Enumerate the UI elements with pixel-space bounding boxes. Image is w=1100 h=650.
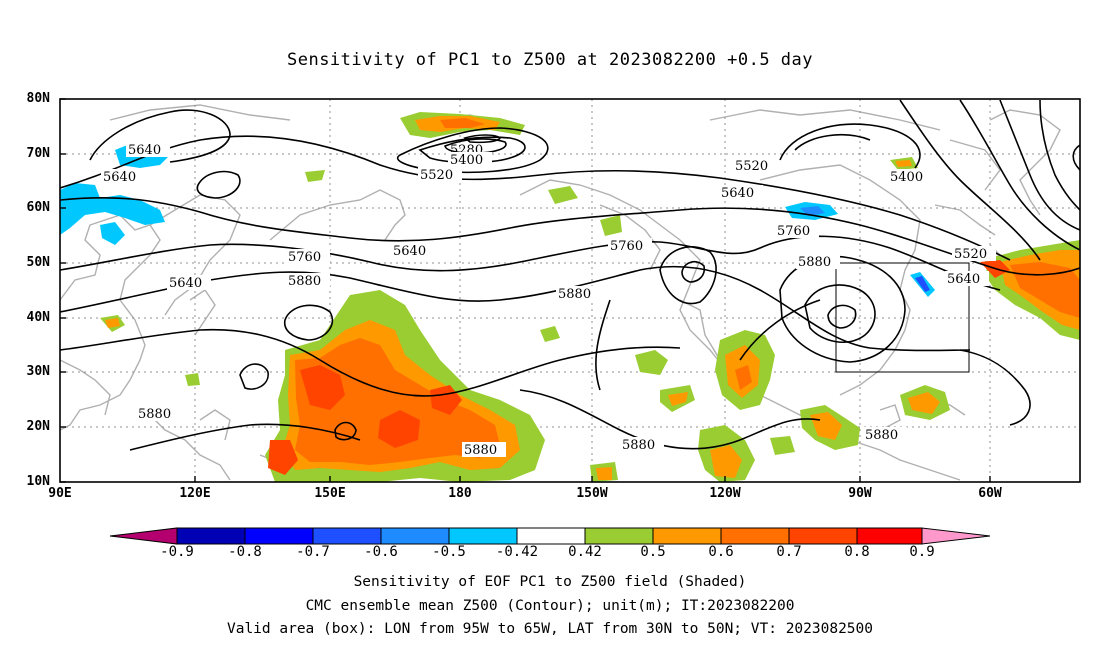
contour-label: 5400	[890, 170, 923, 185]
lat-label: 30N	[26, 364, 50, 379]
contour-label: 5640	[721, 186, 754, 201]
contour-label: 5880	[138, 407, 171, 422]
contour-label: 5760	[610, 239, 643, 254]
colorbar-segment	[856, 527, 923, 545]
contour-label: 5880	[865, 428, 898, 443]
contour-label: 5880	[622, 438, 655, 453]
lat-label: 40N	[26, 310, 50, 325]
colorbar-label: 0.8	[844, 544, 870, 560]
contour-label: 5520	[735, 159, 768, 174]
colorbar	[109, 527, 991, 545]
lat-label: 70N	[26, 146, 50, 161]
map-title: Sensitivity of PC1 to Z500 at 2023082200…	[286, 50, 813, 70]
contour-label: 5640	[393, 244, 426, 259]
contour-labels: 5640 5640 5280 5400 5520 5520 5400 5640 …	[101, 142, 996, 458]
caption-line: CMC ensemble mean Z500 (Contour); unit(m…	[305, 598, 795, 614]
lon-label: 150W	[576, 486, 608, 501]
colorbar-label: -0.7	[296, 544, 330, 560]
contour-label: 5640	[103, 170, 136, 185]
contour-label: 5640	[128, 143, 161, 158]
colorbar-segment	[652, 527, 722, 545]
colorbar-label: 0.5	[640, 544, 666, 560]
lon-label: 90W	[848, 486, 872, 501]
contour-label: 5880	[558, 287, 591, 302]
lat-label: 80N	[26, 91, 50, 106]
colorbar-label: 0.7	[776, 544, 802, 560]
colorbar-min-arrow	[109, 527, 178, 545]
plot-frame	[59, 98, 1081, 483]
contour-label: 5880	[288, 274, 321, 289]
colorbar-max-arrow	[921, 527, 991, 545]
colorbar-segment	[380, 527, 450, 545]
colorbar-segment	[516, 527, 586, 545]
colorbar-label: 0.42	[568, 544, 602, 560]
contour-label: 5880	[464, 443, 497, 458]
contour-label: 5400	[450, 153, 483, 168]
lat-label: 50N	[26, 255, 50, 270]
lat-label: 20N	[26, 419, 50, 434]
colorbar-segment	[176, 527, 246, 545]
colorbar-label: -0.9	[160, 544, 194, 560]
colorbar-label: 0.9	[909, 544, 935, 560]
valid-area-box	[835, 262, 970, 373]
caption-line: Sensitivity of EOF PC1 to Z500 field (Sh…	[353, 574, 747, 590]
colorbar-label: -0.5	[432, 544, 466, 560]
lon-label: 90E	[48, 486, 72, 501]
contour-label: 5640	[947, 272, 980, 287]
colorbar-label: -0.6	[364, 544, 398, 560]
contour-label: 5760	[777, 224, 810, 239]
colorbar-segment	[312, 527, 382, 545]
contour-label: 5760	[288, 250, 321, 265]
lon-label: 120E	[179, 486, 211, 501]
lon-label: 60W	[978, 486, 1002, 501]
caption-line: Valid area (box): LON from 95W to 65W, L…	[226, 621, 873, 637]
contour-label: 5640	[169, 276, 202, 291]
contour-label: 5880	[798, 255, 831, 270]
lon-label: 120W	[709, 486, 741, 501]
colorbar-segment	[448, 527, 518, 545]
colorbar-label: -0.8	[228, 544, 262, 560]
colorbar-segment	[720, 527, 790, 545]
axis-ticks	[60, 98, 991, 483]
contour-label: 5520	[954, 247, 987, 262]
contour-label: 5520	[420, 168, 453, 183]
lat-label: 60N	[26, 200, 50, 215]
colorbar-segment	[244, 527, 314, 545]
lon-label: 180	[448, 486, 472, 501]
colorbar-label: -0.42	[495, 544, 539, 560]
colorbar-label: 0.6	[708, 544, 734, 560]
colorbar-segment	[584, 527, 654, 545]
colorbar-segment	[788, 527, 858, 545]
lat-label: 10N	[26, 474, 50, 489]
lon-label: 150E	[314, 486, 346, 501]
